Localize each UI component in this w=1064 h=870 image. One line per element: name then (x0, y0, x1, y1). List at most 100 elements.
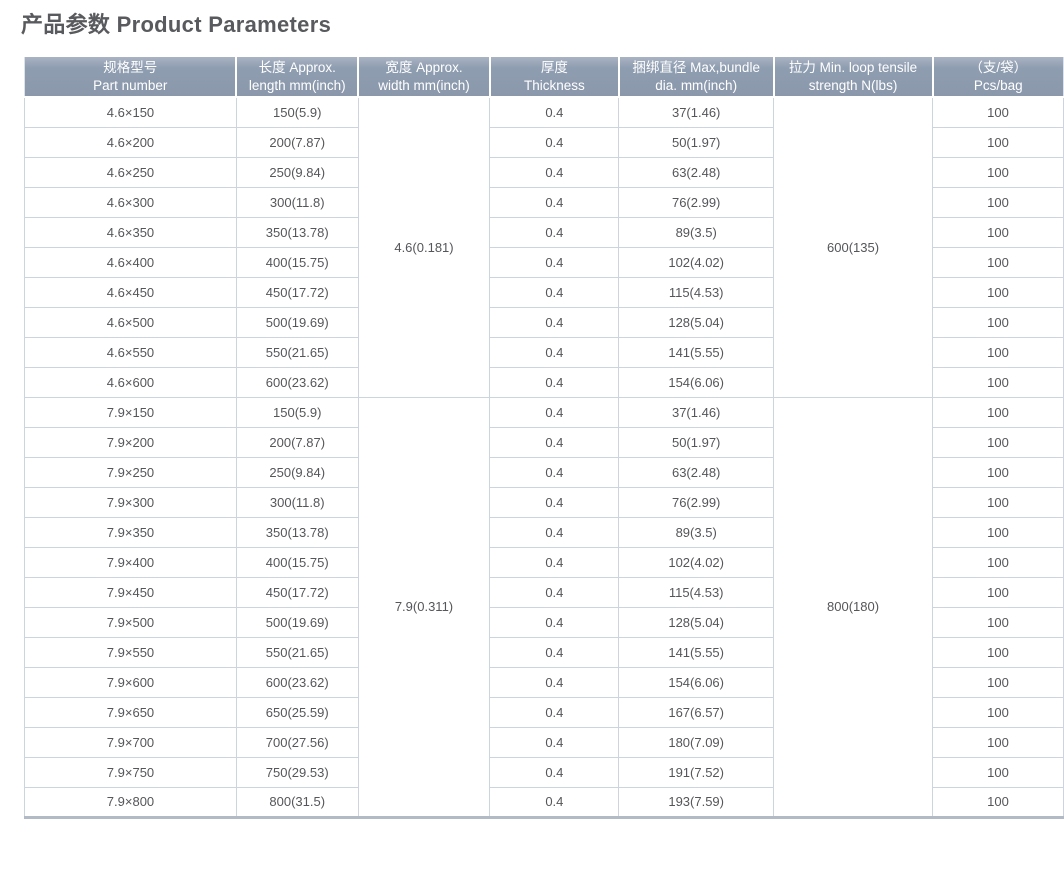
cell-thickness: 0.4 (489, 696, 620, 728)
table-row: 7.9×350 350(13.78) 0.4 89(3.5) 100 (24, 516, 1064, 548)
cell-thickness: 0.4 (489, 336, 620, 368)
cell-length: 300(11.8) (235, 486, 359, 518)
cell-pcs: 100 (932, 246, 1064, 278)
cell-pcs: 100 (932, 186, 1064, 218)
cell-length: 450(17.72) (235, 276, 359, 308)
table-row: 4.6×250 250(9.84) 0.4 63(2.48) 100 (24, 156, 1064, 188)
cell-thickness: 0.4 (489, 756, 620, 788)
cell-width-merged: 7.9(0.311) (357, 396, 491, 818)
cell-length: 350(13.78) (235, 516, 359, 548)
table-row: 7.9×300 300(11.8) 0.4 76(2.99) 100 (24, 486, 1064, 518)
cell-thickness: 0.4 (489, 576, 620, 608)
page-title: 产品参数 Product Parameters (21, 12, 332, 37)
cell-thickness: 0.4 (489, 246, 620, 278)
cell-pcs: 100 (932, 486, 1064, 518)
cell-bundle-dia: 154(6.06) (618, 666, 775, 698)
cell-part-number: 7.9×200 (24, 426, 237, 458)
cell-part-number: 7.9×650 (24, 696, 237, 728)
cell-thickness: 0.4 (489, 456, 620, 488)
cell-part-number: 7.9×700 (24, 726, 237, 758)
cell-pcs: 100 (932, 366, 1064, 398)
cell-part-number: 4.6×350 (24, 216, 237, 248)
cell-thickness: 0.4 (489, 666, 620, 698)
cell-length: 350(13.78) (235, 216, 359, 248)
table-row: 7.9×650 650(25.59) 0.4 167(6.57) 100 (24, 696, 1064, 728)
cell-pcs: 100 (932, 336, 1064, 368)
cell-part-number: 7.9×500 (24, 606, 237, 638)
cell-pcs: 100 (932, 156, 1064, 188)
column-header-width: 宽度 Approx. width mm(inch) (358, 57, 491, 99)
table-row: 4.6×350 350(13.78) 0.4 89(3.5) 100 (24, 216, 1064, 248)
cell-part-number: 7.9×800 (24, 786, 237, 818)
cell-thickness: 0.4 (489, 786, 620, 818)
cell-tensile-merged: 800(180) (773, 396, 934, 818)
cell-bundle-dia: 154(6.06) (618, 366, 775, 398)
cell-pcs: 100 (932, 456, 1064, 488)
cell-part-number: 7.9×150 (24, 396, 237, 428)
table-row: 4.6×500 500(19.69) 0.4 128(5.04) 100 (24, 306, 1064, 338)
table-row: 7.9×250 250(9.84) 0.4 63(2.48) 100 (24, 456, 1064, 488)
cell-thickness: 0.4 (489, 636, 620, 668)
cell-length: 600(23.62) (235, 366, 359, 398)
cell-pcs: 100 (932, 606, 1064, 638)
cell-length: 400(15.75) (235, 246, 359, 278)
cell-bundle-dia: 141(5.55) (618, 636, 775, 668)
cell-pcs: 100 (932, 756, 1064, 788)
table-row: 4.6×400 400(15.75) 0.4 102(4.02) 100 (24, 246, 1064, 278)
cell-part-number: 7.9×350 (24, 516, 237, 548)
cell-bundle-dia: 191(7.52) (618, 756, 775, 788)
header-row: 规格型号 Part number 长度 Approx. length mm(inch)… (24, 57, 1064, 99)
cell-length: 700(27.56) (235, 726, 359, 758)
table-row: 4.6×200 200(7.87) 0.4 50(1.97) 100 (24, 126, 1064, 158)
cell-pcs: 100 (932, 696, 1064, 728)
cell-part-number: 4.6×300 (24, 186, 237, 218)
cell-bundle-dia: 115(4.53) (618, 276, 775, 308)
cell-thickness: 0.4 (489, 366, 620, 398)
cell-bundle-dia: 102(4.02) (618, 546, 775, 578)
cell-part-number: 4.6×550 (24, 336, 237, 368)
cell-bundle-dia: 167(6.57) (618, 696, 775, 728)
cell-part-number: 7.9×550 (24, 636, 237, 668)
cell-length: 200(7.87) (235, 426, 359, 458)
cell-length: 400(15.75) (235, 546, 359, 578)
column-header-tensile-strength: 拉力 Min. loop tensile strength N(lbs) (773, 57, 934, 99)
cell-length: 500(19.69) (235, 306, 359, 338)
cell-bundle-dia: 76(2.99) (618, 486, 775, 518)
cell-thickness: 0.4 (489, 186, 620, 218)
column-header-part-number: 规格型号 Part number (24, 57, 238, 99)
cell-part-number: 7.9×400 (24, 546, 237, 578)
cell-bundle-dia: 89(3.5) (618, 516, 775, 548)
cell-thickness: 0.4 (489, 126, 620, 158)
table-row: 7.9×400 400(15.75) 0.4 102(4.02) 100 (24, 546, 1064, 578)
cell-bundle-dia: 63(2.48) (618, 456, 775, 488)
cell-part-number: 4.6×250 (24, 156, 237, 188)
cell-bundle-dia: 128(5.04) (618, 306, 775, 338)
cell-length: 600(23.62) (235, 666, 359, 698)
cell-thickness: 0.4 (489, 516, 620, 548)
cell-thickness: 0.4 (489, 486, 620, 518)
cell-pcs: 100 (932, 426, 1064, 458)
cell-length: 300(11.8) (235, 186, 359, 218)
cell-bundle-dia: 128(5.04) (618, 606, 775, 638)
cell-length: 200(7.87) (235, 126, 359, 158)
table-row: 7.9×600 600(23.62) 0.4 154(6.06) 100 (24, 666, 1064, 698)
cell-part-number: 4.6×200 (24, 126, 237, 158)
cell-thickness: 0.4 (489, 276, 620, 308)
cell-part-number: 4.6×150 (24, 96, 237, 128)
cell-pcs: 100 (932, 786, 1064, 818)
cell-part-number: 4.6×400 (24, 246, 237, 278)
cell-bundle-dia: 37(1.46) (618, 96, 775, 128)
cell-bundle-dia: 50(1.97) (618, 426, 775, 458)
cell-part-number: 7.9×300 (24, 486, 237, 518)
cell-thickness: 0.4 (489, 546, 620, 578)
cell-bundle-dia: 193(7.59) (618, 786, 775, 818)
product-parameters-table: 规格型号 Part number 长度 Approx. length mm(inch)… (24, 57, 1064, 819)
cell-length: 250(9.84) (235, 156, 359, 188)
cell-part-number: 4.6×500 (24, 306, 237, 338)
table-row: 7.9×450 450(17.72) 0.4 115(4.53) 100 (24, 576, 1064, 608)
table-row: 7.9×550 550(21.65) 0.4 141(5.55) 100 (24, 636, 1064, 668)
column-header-thickness: 厚度 Thickness (489, 57, 620, 99)
cell-bundle-dia: 141(5.55) (618, 336, 775, 368)
cell-bundle-dia: 37(1.46) (618, 396, 775, 428)
table-body: 4.6×150 150(5.9) 4.6(0.181) 0.4 37(1.46) 600(… (24, 96, 1064, 818)
